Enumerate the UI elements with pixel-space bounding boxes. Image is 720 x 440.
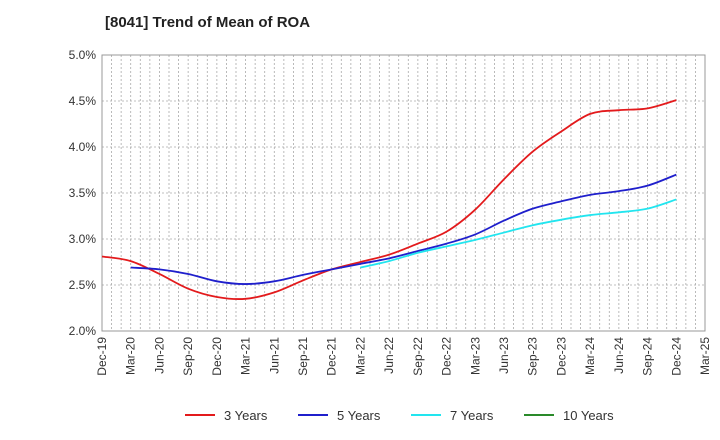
- x-tick-label: Jun-20: [152, 337, 166, 374]
- grid: [101, 54, 706, 332]
- x-axis-tick-labels: Dec-19 Mar-20 Jun-20 Sep-20 Dec-20 Mar-21 Jun-…: [95, 337, 712, 376]
- x-tick-label: Dec-22: [440, 337, 454, 376]
- x-tick-label: Mar-25: [698, 337, 712, 375]
- x-tick-label: Sep-24: [641, 337, 655, 376]
- chart-title: [8041] Trend of Mean of ROA: [105, 14, 311, 31]
- x-tick-label: Jun-22: [382, 337, 396, 374]
- y-tick-label: 2.0%: [69, 324, 97, 338]
- legend-label: 10 Years: [563, 408, 614, 423]
- legend-label: 7 Years: [450, 408, 494, 423]
- y-tick-label: 5.0%: [69, 48, 97, 62]
- x-tick-label: Mar-23: [468, 337, 482, 375]
- x-tick-label: Jun-21: [267, 337, 281, 374]
- x-tick-label: Sep-22: [411, 337, 425, 376]
- y-axis-tick-labels: 2.0% 2.5% 3.0% 3.5% 4.0% 4.5% 5.0%: [69, 48, 97, 338]
- x-tick-label: Jun-24: [612, 337, 626, 374]
- plot-area-frame: [101, 54, 706, 332]
- x-tick-label: Mar-20: [124, 337, 138, 375]
- series-lines: [101, 99, 677, 300]
- series-line-5-years: [130, 173, 677, 285]
- legend: 3 Years 5 Years 7 Years 10 Years: [185, 408, 614, 423]
- series-line-3-years: [101, 99, 677, 300]
- y-tick-label: 4.5%: [69, 94, 97, 108]
- x-tick-label: Jun-23: [497, 337, 511, 374]
- x-tick-label: Sep-23: [526, 337, 540, 376]
- series-line-7-years: [360, 198, 677, 269]
- x-tick-label: Dec-24: [669, 337, 683, 376]
- x-tick-label: Mar-21: [239, 337, 253, 375]
- y-tick-label: 3.0%: [69, 232, 97, 246]
- x-tick-label: Sep-21: [296, 337, 310, 376]
- y-tick-label: 3.5%: [69, 186, 97, 200]
- x-tick-label: Sep-20: [181, 337, 195, 376]
- x-tick-label: Dec-19: [95, 337, 109, 376]
- x-tick-label: Mar-24: [583, 337, 597, 375]
- y-tick-label: 4.0%: [69, 140, 97, 154]
- x-tick-label: Dec-20: [210, 337, 224, 376]
- x-tick-label: Dec-21: [325, 337, 339, 376]
- x-tick-label: Dec-23: [554, 337, 568, 376]
- x-tick-label: Mar-22: [353, 337, 367, 375]
- legend-label: 3 Years: [224, 408, 268, 423]
- legend-label: 5 Years: [337, 408, 381, 423]
- y-tick-label: 2.5%: [69, 278, 97, 292]
